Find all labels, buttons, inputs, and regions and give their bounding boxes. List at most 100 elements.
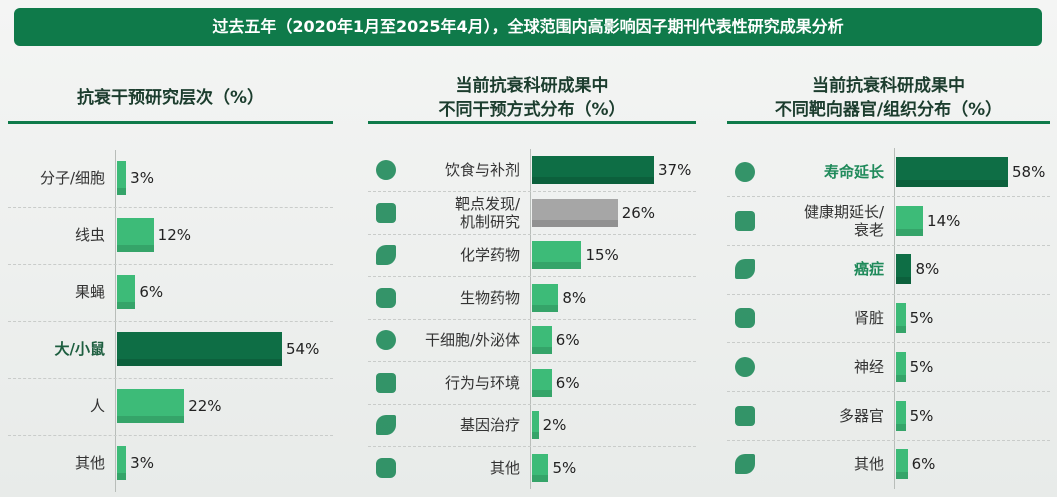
value-label: 8% bbox=[562, 289, 586, 307]
bar bbox=[896, 157, 1008, 187]
axis-line bbox=[894, 148, 895, 489]
category-label: 肾脏 bbox=[676, 300, 884, 336]
panel-title: 当前抗衰科研成果中 bbox=[689, 71, 1057, 96]
page: 过去五年（2020年1月至2025年4月），全球范围内高影响因子期刊代表性研究成… bbox=[0, 0, 1057, 497]
row-separator bbox=[727, 391, 1050, 392]
category-label: 生物药物 bbox=[312, 280, 520, 316]
panel-title: 不同干预方式分布（%） bbox=[332, 95, 732, 120]
bar bbox=[896, 449, 908, 479]
row-separator bbox=[368, 361, 696, 362]
category-label: 靶点发现/ 机制研究 bbox=[312, 195, 520, 231]
title-underline bbox=[368, 121, 696, 124]
value-label: 26% bbox=[622, 204, 655, 222]
icon bbox=[735, 211, 755, 231]
value-label: 3% bbox=[130, 454, 154, 472]
bar bbox=[532, 241, 581, 269]
category-label: 健康期延长/ 衰老 bbox=[676, 203, 884, 239]
category-label: 果蝇 bbox=[0, 274, 105, 310]
bar bbox=[532, 156, 654, 184]
row-separator bbox=[727, 342, 1050, 343]
category-label: 线虫 bbox=[0, 217, 105, 253]
row-separator bbox=[8, 264, 333, 265]
bar bbox=[896, 352, 906, 382]
title-underline bbox=[727, 121, 1050, 124]
bar bbox=[532, 454, 548, 482]
row-separator bbox=[8, 207, 333, 208]
bar bbox=[117, 446, 126, 480]
category-label: 分子/细胞 bbox=[0, 160, 105, 196]
value-label: 2% bbox=[543, 416, 567, 434]
row-separator bbox=[727, 245, 1050, 246]
icon bbox=[376, 458, 396, 478]
row-separator bbox=[727, 294, 1050, 295]
icon bbox=[376, 160, 396, 180]
icon bbox=[376, 415, 396, 435]
icon bbox=[376, 288, 396, 308]
icon bbox=[735, 308, 755, 328]
icon bbox=[735, 357, 755, 377]
value-label: 5% bbox=[910, 358, 934, 376]
category-label: 癌症 bbox=[676, 251, 884, 287]
category-label: 大/小鼠 bbox=[0, 331, 105, 367]
bar bbox=[896, 206, 923, 236]
icon bbox=[376, 330, 396, 350]
row-separator bbox=[8, 378, 333, 379]
value-label: 22% bbox=[188, 397, 221, 415]
panel-title: 不同靶向器官/组织分布（%） bbox=[689, 95, 1057, 120]
value-label: 8% bbox=[915, 260, 939, 278]
row-separator bbox=[727, 440, 1050, 441]
row-separator bbox=[368, 234, 696, 235]
value-label: 6% bbox=[139, 283, 163, 301]
row-separator bbox=[368, 446, 696, 447]
row-separator bbox=[8, 321, 333, 322]
icon bbox=[376, 203, 396, 223]
value-label: 6% bbox=[556, 331, 580, 349]
bar bbox=[896, 401, 906, 431]
row-separator bbox=[8, 435, 333, 436]
category-label: 寿命延长 bbox=[676, 154, 884, 190]
row-separator bbox=[368, 319, 696, 320]
value-label: 6% bbox=[556, 374, 580, 392]
panel-title: 当前抗衰科研成果中 bbox=[332, 71, 732, 96]
row-separator bbox=[368, 276, 696, 277]
bar bbox=[532, 369, 552, 397]
value-label: 6% bbox=[912, 455, 936, 473]
bar bbox=[117, 332, 282, 366]
panel-title: 抗衰干预研究层次（%） bbox=[0, 83, 371, 108]
bar bbox=[532, 284, 558, 312]
category-label: 人 bbox=[0, 388, 105, 424]
bar bbox=[117, 389, 184, 423]
row-separator bbox=[368, 404, 696, 405]
bar bbox=[896, 303, 906, 333]
value-label: 15% bbox=[585, 246, 618, 264]
value-label: 14% bbox=[927, 212, 960, 230]
row-separator bbox=[727, 196, 1050, 197]
value-label: 5% bbox=[910, 407, 934, 425]
bar bbox=[117, 161, 126, 195]
bar bbox=[532, 411, 539, 439]
bar bbox=[532, 326, 552, 354]
icon bbox=[735, 406, 755, 426]
icon bbox=[376, 245, 396, 265]
value-label: 12% bbox=[158, 226, 191, 244]
bar bbox=[117, 275, 135, 309]
icon bbox=[735, 162, 755, 182]
bar bbox=[532, 199, 618, 227]
bar bbox=[896, 254, 911, 284]
category-label: 行为与环境 bbox=[312, 365, 520, 401]
category-label: 其他 bbox=[0, 445, 105, 481]
category-label: 饮食与补剂 bbox=[312, 152, 520, 188]
category-label: 化学药物 bbox=[312, 237, 520, 273]
banner-title: 过去五年（2020年1月至2025年4月），全球范围内高影响因子期刊代表性研究成… bbox=[14, 8, 1042, 46]
bar bbox=[117, 218, 154, 252]
category-label: 其他 bbox=[312, 450, 520, 486]
category-label: 神经 bbox=[676, 349, 884, 385]
row-separator bbox=[368, 191, 696, 192]
value-label: 3% bbox=[130, 169, 154, 187]
category-label: 干细胞/外泌体 bbox=[312, 322, 520, 358]
value-label: 5% bbox=[552, 459, 576, 477]
value-label: 5% bbox=[910, 309, 934, 327]
icon bbox=[376, 373, 396, 393]
category-label: 其他 bbox=[676, 446, 884, 482]
category-label: 基因治疗 bbox=[312, 407, 520, 443]
